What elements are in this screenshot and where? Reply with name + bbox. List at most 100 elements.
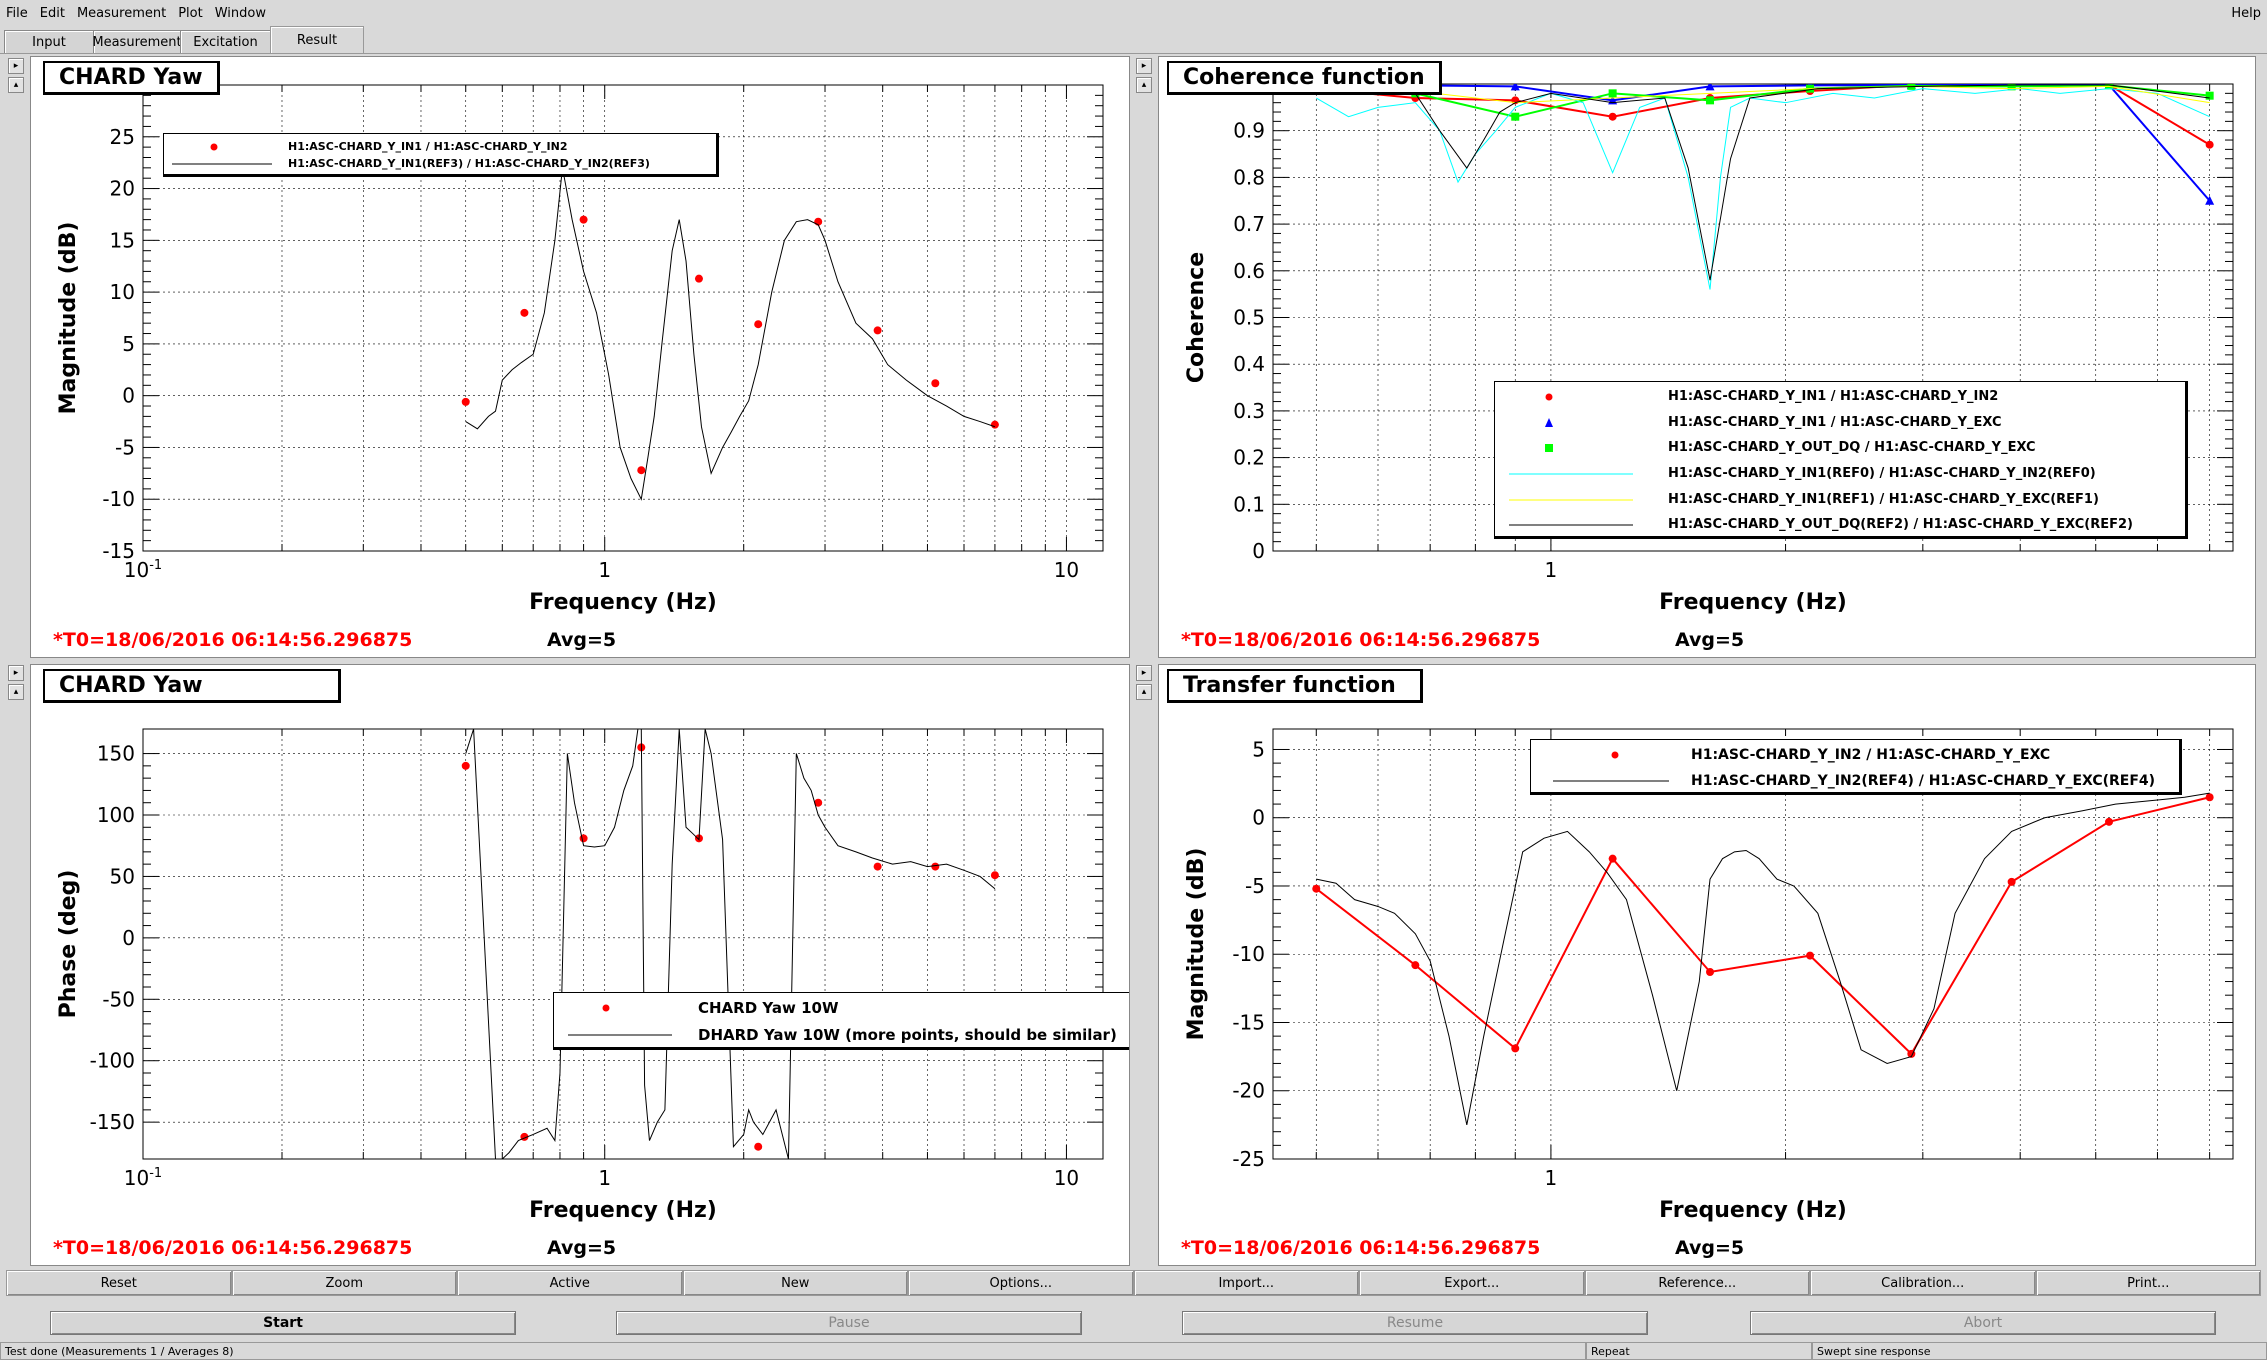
menu-measurement[interactable]: Measurement (76, 5, 167, 21)
series-line (1315, 796, 2210, 1056)
y-tick-label: -150 (90, 1110, 135, 1134)
x-tick-label: 10 (1054, 558, 1079, 582)
expand-right-icon[interactable]: ▸ (1136, 665, 1152, 681)
collapse-up-icon[interactable]: ▴ (1136, 77, 1152, 93)
status-message: Test done (Measurements 1 / Averages 8) (0, 1342, 1586, 1360)
legend-entry: H1:ASC-CHARD_Y_IN2(REF4) / H1:ASC-CHARD_… (1531, 772, 2179, 790)
data-point (2007, 84, 2016, 91)
x-tick-label: 1 (598, 558, 611, 582)
data-point (461, 761, 470, 770)
data-point (2205, 793, 2214, 802)
legend-line-icon (1509, 473, 1633, 475)
menu-plot[interactable]: Plot (178, 5, 203, 21)
legend-marker-icon (602, 1004, 610, 1012)
reset-button[interactable]: Reset (6, 1270, 232, 1296)
plot-area (461, 729, 999, 1159)
legend-label: H1:ASC-CHARD_Y_IN1(REF1) / H1:ASC-CHARD_… (1668, 492, 2099, 507)
data-point (931, 379, 940, 388)
legend-line-icon (1553, 780, 1669, 782)
data-point (2205, 91, 2214, 100)
y-tick-label: -5 (115, 435, 135, 459)
expand-right-icon[interactable]: ▸ (8, 665, 24, 681)
status-repeat: Repeat (1586, 1342, 1812, 1360)
average-count: Avg=5 (547, 1237, 617, 1259)
plot-pad-bottom-right[interactable]: 1 -25 -20 -15 -10 -5 0 5 Frequency (Hz) Magnitude… (1158, 664, 2256, 1266)
y-tick-label: 0.9 (1233, 119, 1265, 143)
x-tick-label: 1 (1545, 558, 1558, 582)
plot-area (1311, 84, 2215, 290)
expand-right-icon[interactable]: ▸ (8, 58, 24, 74)
data-point (754, 1142, 763, 1151)
menu-file[interactable]: File (6, 5, 28, 21)
calibration-button[interactable]: Calibration... (1810, 1270, 2036, 1296)
import-button[interactable]: Import... (1133, 1270, 1359, 1296)
y-axis-label: Phase (deg) (56, 870, 81, 1019)
data-point (1806, 951, 1815, 960)
options-button[interactable]: Options... (908, 1270, 1134, 1296)
reference-button[interactable]: Reference... (1584, 1270, 1810, 1296)
x-tick-label: 10-1 (124, 1166, 162, 1190)
y-tick-label: 0 (1252, 539, 1265, 563)
legend-entry: DHARD Yaw 10W (more points, should be si… (554, 1026, 1129, 1044)
tab-input[interactable]: Input (4, 30, 94, 54)
x-axis-label: Frequency (Hz) (1659, 1198, 1847, 1223)
y-axis-label: Magnitude (dB) (56, 222, 81, 415)
t0-timestamp: *T0=18/06/2016 06:14:56.296875 (1181, 629, 1541, 651)
data-point (754, 320, 763, 329)
plot-pad-bottom-left[interactable]: 10-1 1 10 -150 -100 -50 0 50 100 150 Frequency (Hz… (30, 664, 1130, 1266)
y-axis-label: Magnitude (dB) (1184, 848, 1209, 1041)
y-tick-label: 15 (110, 228, 135, 252)
y-tick-label: 0 (122, 926, 135, 950)
menu-edit[interactable]: Edit (39, 5, 65, 21)
start-button[interactable]: Start (50, 1311, 516, 1335)
status-type: Swept sine response (1812, 1342, 2267, 1360)
data-point (579, 834, 588, 843)
t0-timestamp: *T0=18/06/2016 06:14:56.296875 (53, 1237, 413, 1259)
legend-label: H1:ASC-CHARD_Y_IN2(REF4) / H1:ASC-CHARD_… (1691, 773, 2156, 789)
export-button[interactable]: Export... (1359, 1270, 1585, 1296)
y-tick-label: -5 (1245, 874, 1265, 898)
abort-button[interactable]: Abort (1750, 1311, 2216, 1335)
legend[interactable]: H1:ASC-CHARD_Y_IN2 / H1:ASC-CHARD_Y_EXC … (1530, 739, 2182, 795)
collapse-up-icon[interactable]: ▴ (8, 684, 24, 700)
tab-result[interactable]: Result (270, 26, 364, 54)
active-button[interactable]: Active (457, 1270, 683, 1296)
plot-pad-top-right[interactable]: 100.10.20.30.40.50.60.70.80.91Frequency … (1158, 56, 2256, 658)
y-tick-label: -15 (1232, 1010, 1265, 1034)
collapse-up-icon[interactable]: ▴ (1136, 684, 1152, 700)
y-tick-label: -25 (1232, 1147, 1265, 1171)
y-tick-label: 100 (97, 803, 135, 827)
y-tick-label: 5 (1252, 737, 1265, 761)
legend-marker-icon (1545, 418, 1553, 427)
resume-button[interactable]: Resume (1182, 1311, 1648, 1335)
pause-button[interactable]: Pause (616, 1311, 1082, 1335)
data-point (1511, 112, 1520, 121)
legend[interactable]: CHARD Yaw 10W DHARD Yaw 10W (more points… (553, 992, 1129, 1050)
tab-excitation[interactable]: Excitation (180, 30, 271, 54)
print-button[interactable]: Print... (2035, 1270, 2261, 1296)
plot-area (1312, 792, 2214, 1125)
menu-window[interactable]: Window (214, 5, 266, 21)
zoom-button[interactable]: Zoom (231, 1270, 457, 1296)
data-point (873, 862, 882, 871)
y-tick-label: -10 (1232, 942, 1265, 966)
new-button[interactable]: New (682, 1270, 908, 1296)
data-point (1705, 84, 1715, 91)
series-line (465, 167, 996, 501)
plot-frame (142, 728, 1104, 1160)
data-point (461, 397, 470, 406)
plot-toolbar: Reset Zoom Active New Options... Import.… (6, 1270, 2261, 1298)
tab-measurement[interactable]: Measurement (92, 30, 182, 54)
expand-right-icon[interactable]: ▸ (1136, 58, 1152, 74)
data-point (637, 466, 646, 475)
y-tick-label: -50 (102, 987, 135, 1011)
y-tick-label: -10 (102, 487, 135, 511)
data-point (1608, 854, 1617, 863)
legend[interactable]: H1:ASC-CHARD_Y_IN1 / H1:ASC-CHARD_Y_IN2 … (163, 133, 719, 177)
menu-help[interactable]: Help (2231, 5, 2261, 21)
legend-label: H1:ASC-CHARD_Y_IN1(REF0) / H1:ASC-CHARD_… (1668, 466, 2096, 481)
collapse-up-icon[interactable]: ▴ (8, 77, 24, 93)
y-tick-label: 0.5 (1233, 306, 1265, 330)
legend[interactable]: H1:ASC-CHARD_Y_IN1 / H1:ASC-CHARD_Y_IN2 … (1494, 381, 2188, 539)
